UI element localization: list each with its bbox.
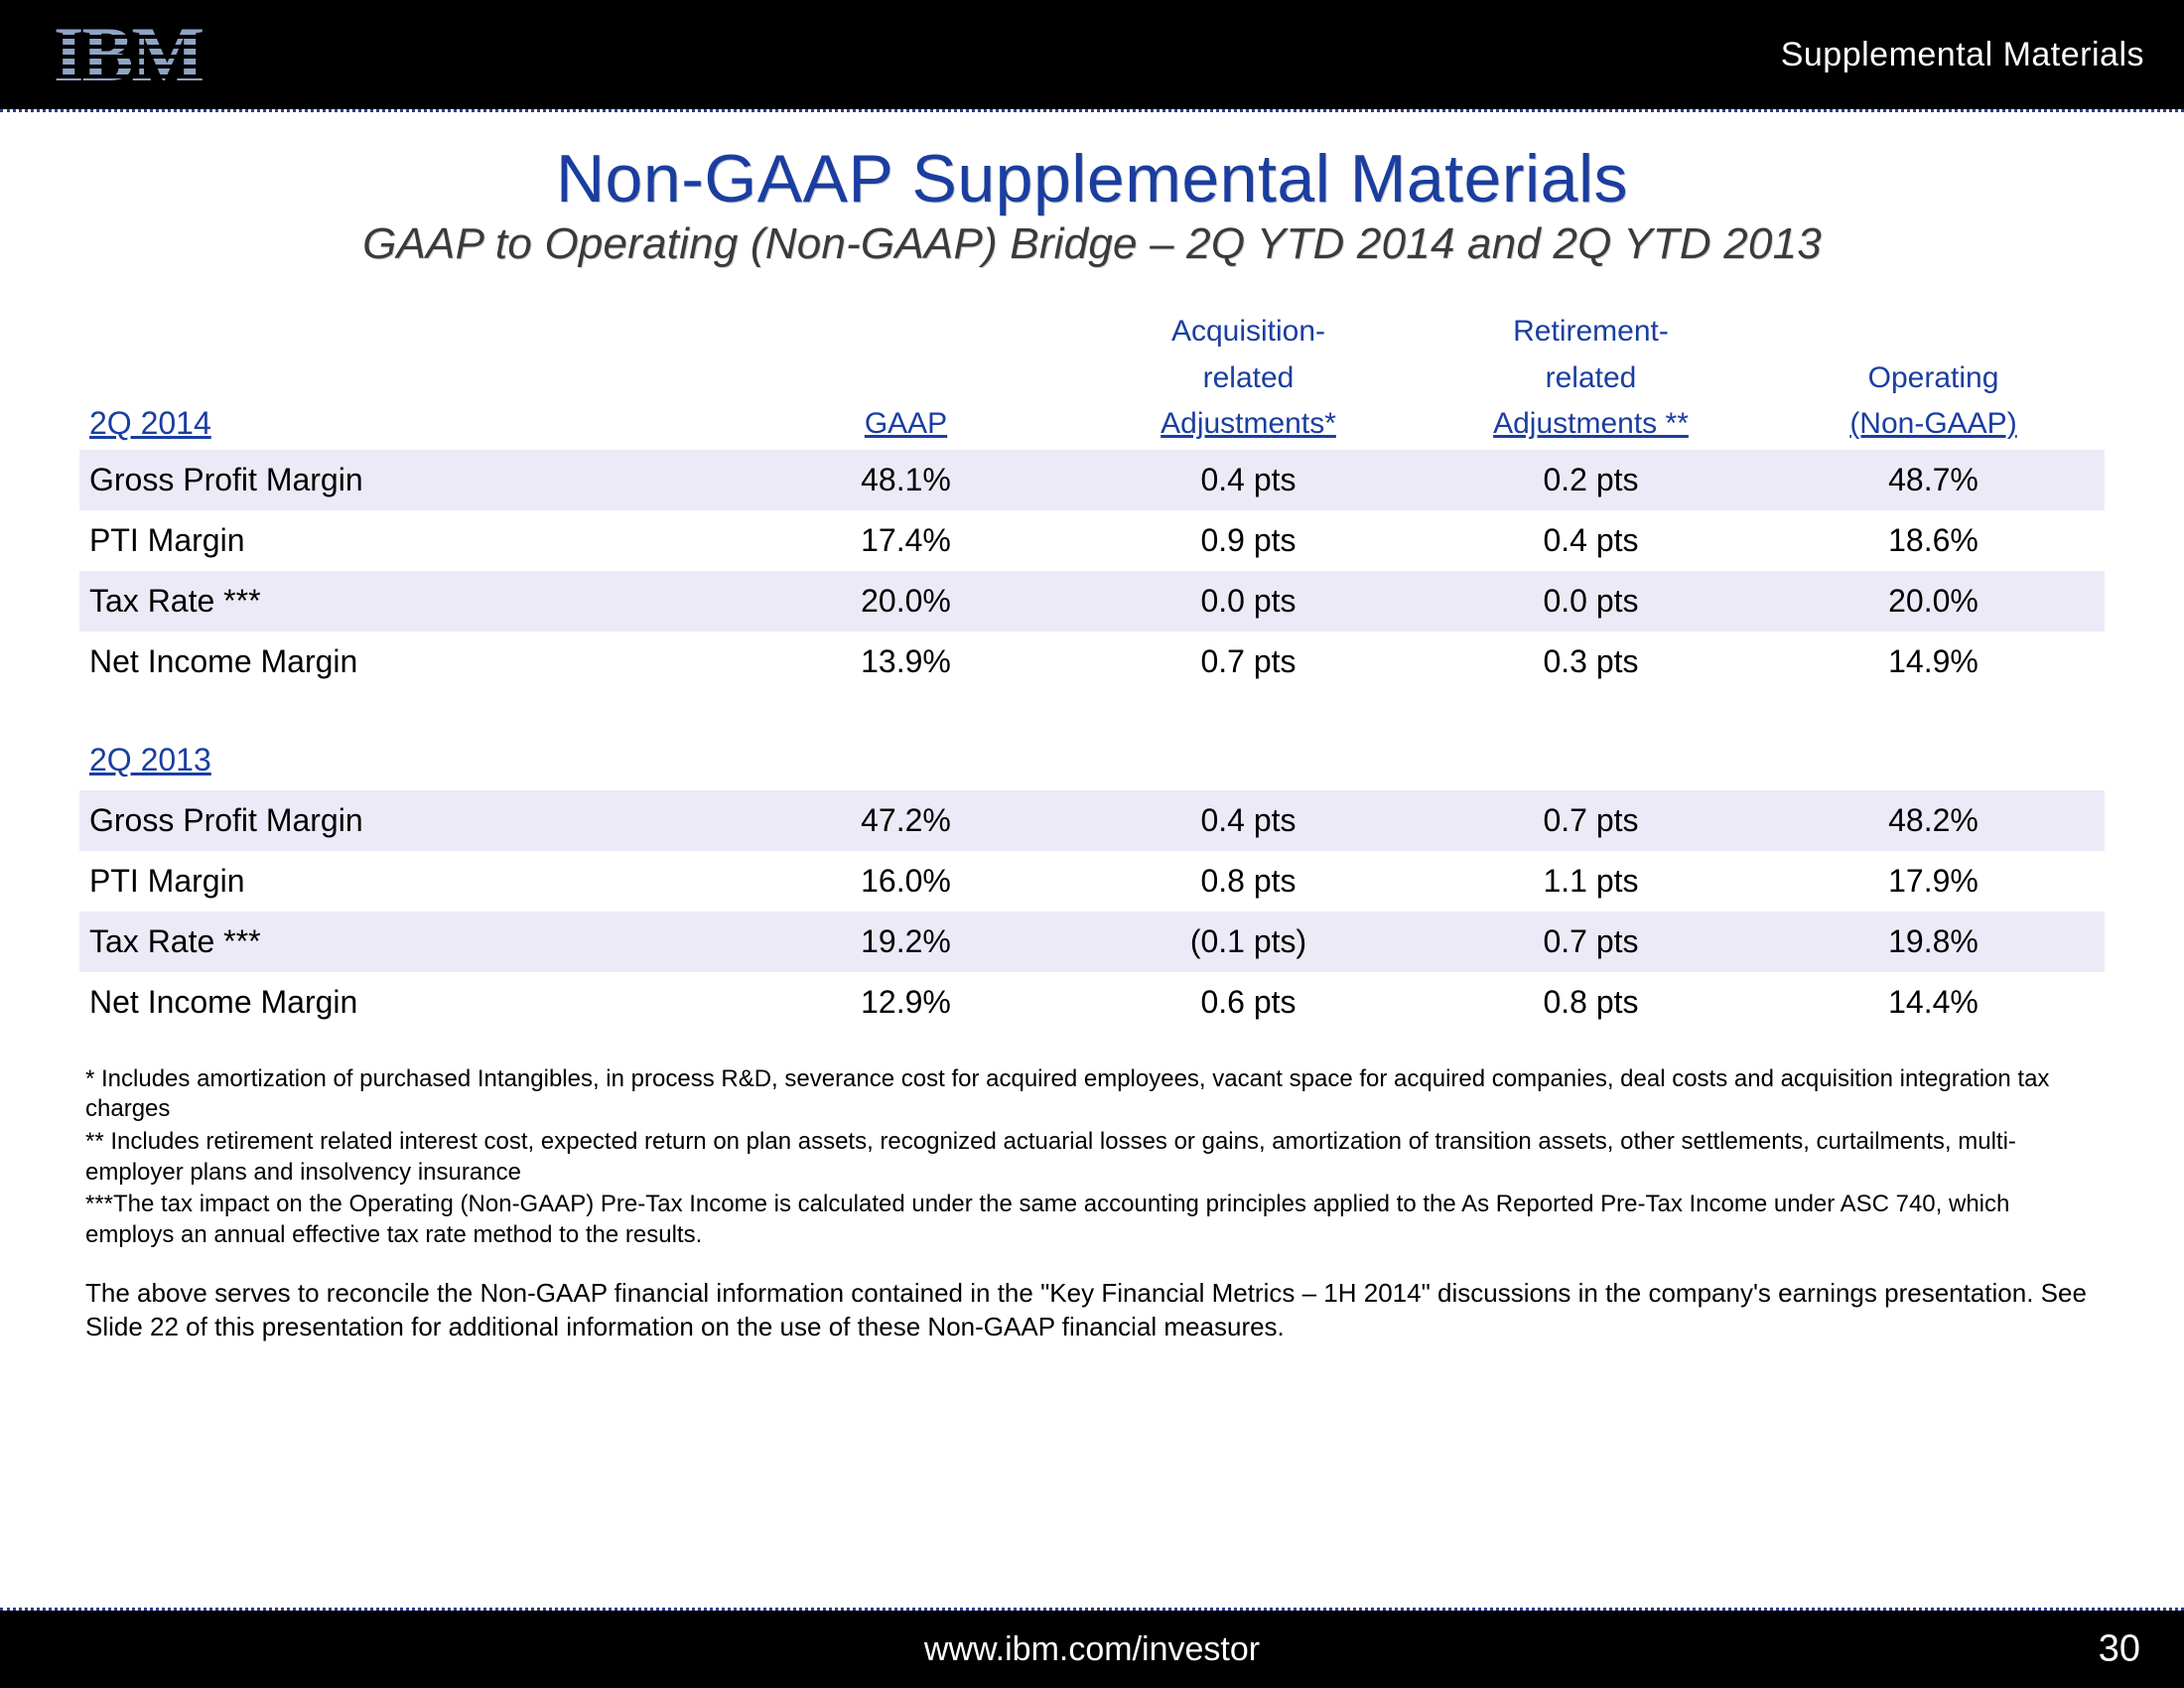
reconcile-note: The above serves to reconcile the Non-GA…	[79, 1277, 2105, 1344]
table-row: Net Income Margin12.9%0.6 pts0.8 pts14.4…	[79, 972, 2105, 1033]
col-op-l1: Operating	[1762, 357, 2105, 404]
cell-op: 20.0%	[1762, 571, 2105, 632]
cell-acq: 0.7 pts	[1077, 632, 1420, 692]
cell-ret: 1.1 pts	[1420, 851, 1762, 912]
table-row: Tax Rate ***19.2%(0.1 pts)0.7 pts19.8%	[79, 912, 2105, 972]
header-section-label: Supplemental Materials	[1781, 36, 2144, 74]
cell-op: 14.9%	[1762, 632, 2105, 692]
col-op-l2: (Non-GAAP)	[1762, 403, 2105, 450]
cell-op: 19.8%	[1762, 912, 2105, 972]
ibm-logo: IBM	[54, 19, 232, 90]
table-row: Net Income Margin13.9%0.7 pts0.3 pts14.9…	[79, 632, 2105, 692]
row-label: Net Income Margin	[79, 972, 735, 1033]
footnotes: * Includes amortization of purchased Int…	[79, 1064, 2105, 1251]
col-ret-l1: Retirement-	[1420, 311, 1762, 357]
col-op-blank	[1762, 311, 2105, 357]
cell-op: 48.2%	[1762, 790, 2105, 851]
footnote-2: ** Includes retirement related interest …	[85, 1127, 2099, 1188]
footnote-1: * Includes amortization of purchased Int…	[85, 1064, 2099, 1125]
cell-gaap: 12.9%	[735, 972, 1077, 1033]
tbody-2013: Gross Profit Margin47.2%0.4 pts0.7 pts48…	[79, 790, 2105, 1033]
period-2014: 2Q 2014	[79, 311, 735, 450]
col-ret-l2: related	[1420, 357, 1762, 404]
cell-ret: 0.4 pts	[1420, 510, 1762, 571]
row-label: Gross Profit Margin	[79, 790, 735, 851]
cell-gaap: 20.0%	[735, 571, 1077, 632]
cell-acq: 0.8 pts	[1077, 851, 1420, 912]
period-2013: 2Q 2013	[79, 692, 2105, 784]
row-label: Tax Rate ***	[79, 912, 735, 972]
cell-gaap: 47.2%	[735, 790, 1077, 851]
slide-title: Non-GAAP Supplemental Materials	[79, 140, 2105, 217]
col-acq-l3: Adjustments*	[1077, 403, 1420, 450]
cell-gaap: 48.1%	[735, 450, 1077, 510]
cell-acq: 0.0 pts	[1077, 571, 1420, 632]
header-bar: IBM Supplemental Materials	[0, 0, 2184, 109]
col-acq-l2: related	[1077, 357, 1420, 404]
table-header-row: 2Q 2014 Acquisition- Retirement-	[79, 311, 2105, 357]
cell-ret: 0.2 pts	[1420, 450, 1762, 510]
table-2q2013: Gross Profit Margin47.2%0.4 pts0.7 pts48…	[79, 790, 2105, 1033]
col-gaap: GAAP	[735, 403, 1077, 450]
cell-gaap: 16.0%	[735, 851, 1077, 912]
table-row: Gross Profit Margin47.2%0.4 pts0.7 pts48…	[79, 790, 2105, 851]
cell-acq: 0.4 pts	[1077, 790, 1420, 851]
cell-op: 17.9%	[1762, 851, 2105, 912]
cell-op: 48.7%	[1762, 450, 2105, 510]
row-label: Tax Rate ***	[79, 571, 735, 632]
col-ret-l3: Adjustments **	[1420, 403, 1762, 450]
col-acq-l1: Acquisition-	[1077, 311, 1420, 357]
cell-gaap: 19.2%	[735, 912, 1077, 972]
tbody-2014: Gross Profit Margin48.1%0.4 pts0.2 pts48…	[79, 450, 2105, 692]
ibm-logo-svg: IBM	[54, 19, 232, 90]
cell-acq: 0.6 pts	[1077, 972, 1420, 1033]
cell-ret: 0.8 pts	[1420, 972, 1762, 1033]
row-label: Gross Profit Margin	[79, 450, 735, 510]
page-number: 30	[2099, 1628, 2140, 1671]
cell-op: 18.6%	[1762, 510, 2105, 571]
cell-ret: 0.3 pts	[1420, 632, 1762, 692]
footer-wrap: www.ibm.com/investor 30	[0, 1608, 2184, 1688]
cell-acq: (0.1 pts)	[1077, 912, 1420, 972]
table-row: Gross Profit Margin48.1%0.4 pts0.2 pts48…	[79, 450, 2105, 510]
cell-acq: 0.9 pts	[1077, 510, 1420, 571]
footer-url: www.ibm.com/investor	[924, 1630, 1260, 1669]
cell-op: 14.4%	[1762, 972, 2105, 1033]
col-gaap-blank	[735, 311, 1077, 357]
slide-subtitle: GAAP to Operating (Non-GAAP) Bridge – 2Q…	[79, 219, 2105, 269]
cell-ret: 0.0 pts	[1420, 571, 1762, 632]
cell-ret: 0.7 pts	[1420, 790, 1762, 851]
row-label: Net Income Margin	[79, 632, 735, 692]
cell-acq: 0.4 pts	[1077, 450, 1420, 510]
footnote-3: ***The tax impact on the Operating (Non-…	[85, 1190, 2099, 1250]
cell-gaap: 13.9%	[735, 632, 1077, 692]
row-label: PTI Margin	[79, 510, 735, 571]
row-label: PTI Margin	[79, 851, 735, 912]
cell-gaap: 17.4%	[735, 510, 1077, 571]
table-row: PTI Margin16.0%0.8 pts1.1 pts17.9%	[79, 851, 2105, 912]
slide-body: Non-GAAP Supplemental Materials GAAP to …	[0, 112, 2184, 1343]
table-row: PTI Margin17.4%0.9 pts0.4 pts18.6%	[79, 510, 2105, 571]
table-row: Tax Rate ***20.0%0.0 pts0.0 pts20.0%	[79, 571, 2105, 632]
table-2q2014: 2Q 2014 Acquisition- Retirement- related…	[79, 311, 2105, 692]
cell-ret: 0.7 pts	[1420, 912, 1762, 972]
footer-bar: www.ibm.com/investor 30	[0, 1611, 2184, 1688]
